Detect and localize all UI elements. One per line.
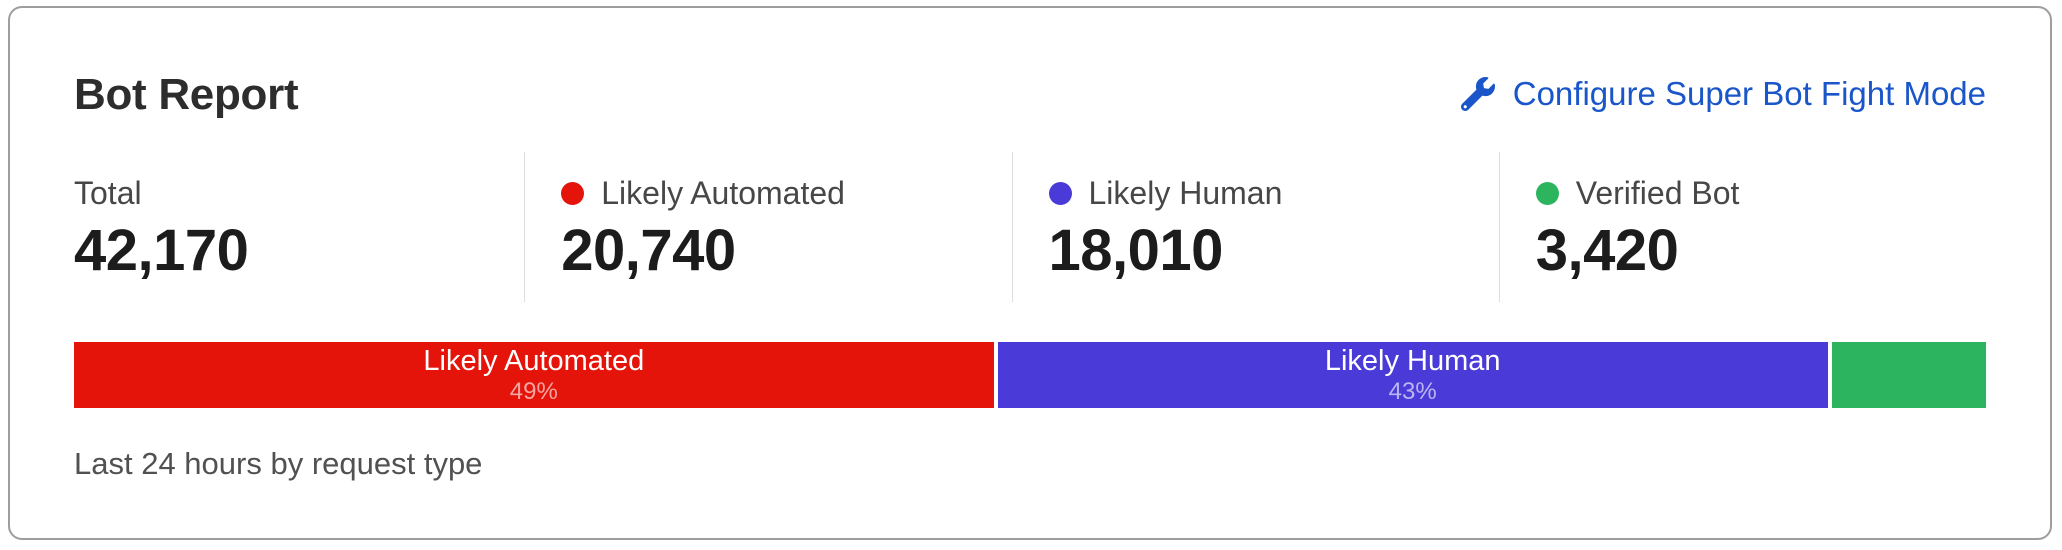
- stat-likely-human-value: 18,010: [1048, 218, 1224, 283]
- stat-likely-human: Likely Human 18,010: [1013, 152, 1500, 302]
- bot-report-card: Bot Report Configure Super Bot Fight Mod…: [8, 6, 2052, 540]
- likely-human-legend-dot: [1048, 181, 1072, 205]
- bar-segment-likely-automated: Likely Automated 49%: [74, 342, 994, 408]
- stat-likely-human-label: Likely Human: [1088, 175, 1283, 211]
- bar-segment-likely-automated-label: Likely Automated: [423, 345, 645, 377]
- stat-verified-bot-label-row: Verified Bot: [1535, 174, 1966, 212]
- stats-row: Total 42,170 Likely Automated 20,740 Lik…: [74, 152, 1986, 302]
- stat-likely-automated-label: Likely Automated: [601, 175, 845, 211]
- bar-segment-likely-human-label: Likely Human: [1324, 345, 1501, 377]
- wrench-icon: [1459, 75, 1497, 113]
- card-title: Bot Report: [74, 70, 299, 119]
- bar-segment-likely-human-percent: 43%: [1388, 378, 1437, 405]
- stat-total-value: 42,170: [74, 218, 249, 283]
- chart-caption: Last 24 hours by request type: [74, 446, 483, 481]
- configure-link-label: Configure Super Bot Fight Mode: [1512, 75, 1986, 112]
- stat-likely-automated-label-row: Likely Automated: [561, 174, 991, 212]
- stat-total-label-row: Total: [74, 174, 504, 212]
- bar-segment-verified-bot: [1831, 342, 1986, 408]
- stat-verified-bot-label: Verified Bot: [1575, 175, 1740, 211]
- stat-likely-automated: Likely Automated 20,740: [525, 152, 1013, 302]
- stat-likely-human-label-row: Likely Human: [1048, 174, 1479, 212]
- stacked-bar-chart: Likely Automated 49% Likely Human 43%: [74, 342, 1986, 408]
- likely-automated-legend-dot: [561, 181, 585, 205]
- bar-segment-likely-human: Likely Human 43%: [997, 342, 1828, 408]
- stat-likely-automated-value: 20,740: [561, 218, 736, 283]
- card-header: Bot Report Configure Super Bot Fight Mod…: [74, 72, 1986, 118]
- configure-super-bot-fight-mode-link[interactable]: Configure Super Bot Fight Mode: [1459, 74, 1986, 114]
- stat-verified-bot-value: 3,420: [1535, 218, 1679, 283]
- stat-verified-bot: Verified Bot 3,420: [1500, 152, 1986, 302]
- stat-total-label: Total: [74, 175, 142, 211]
- bar-segment-likely-automated-percent: 49%: [509, 378, 558, 405]
- verified-bot-legend-dot: [1535, 181, 1559, 205]
- stat-total: Total 42,170: [74, 152, 526, 302]
